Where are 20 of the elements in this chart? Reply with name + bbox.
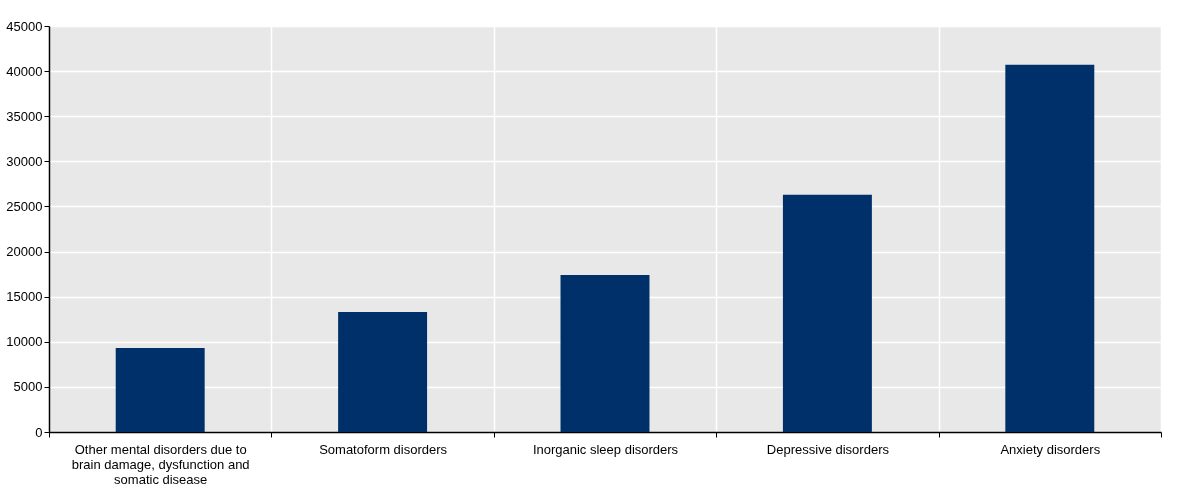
y-tick-label: 0 — [35, 424, 43, 440]
x-tick-label: Other mental disorders due to brain damage, dysfunction and somatic disease — [71, 441, 250, 487]
y-tick-label: 25000 — [6, 198, 43, 214]
x-tick-label: Anxiety disorders — [1000, 441, 1101, 457]
bar — [1005, 64, 1095, 432]
bar — [115, 348, 205, 432]
x-tick-label: Depressive disorders — [766, 441, 890, 457]
x-tick-label: Inorganic sleep disorders — [532, 441, 679, 457]
y-tick-label: 45000 — [6, 18, 43, 34]
y-tick-label: 5000 — [13, 379, 43, 395]
y-tick-label: 40000 — [6, 63, 43, 79]
x-tick-label: Somatoform disorders — [319, 441, 448, 457]
y-tick-label: 35000 — [6, 108, 43, 124]
bar — [560, 275, 650, 432]
y-tick-label: 10000 — [6, 334, 43, 350]
y-tick-label: 15000 — [6, 289, 43, 305]
bar — [782, 194, 872, 432]
y-tick-label: 30000 — [6, 153, 43, 169]
y-tick-label: 20000 — [6, 244, 43, 260]
bar — [338, 312, 428, 432]
